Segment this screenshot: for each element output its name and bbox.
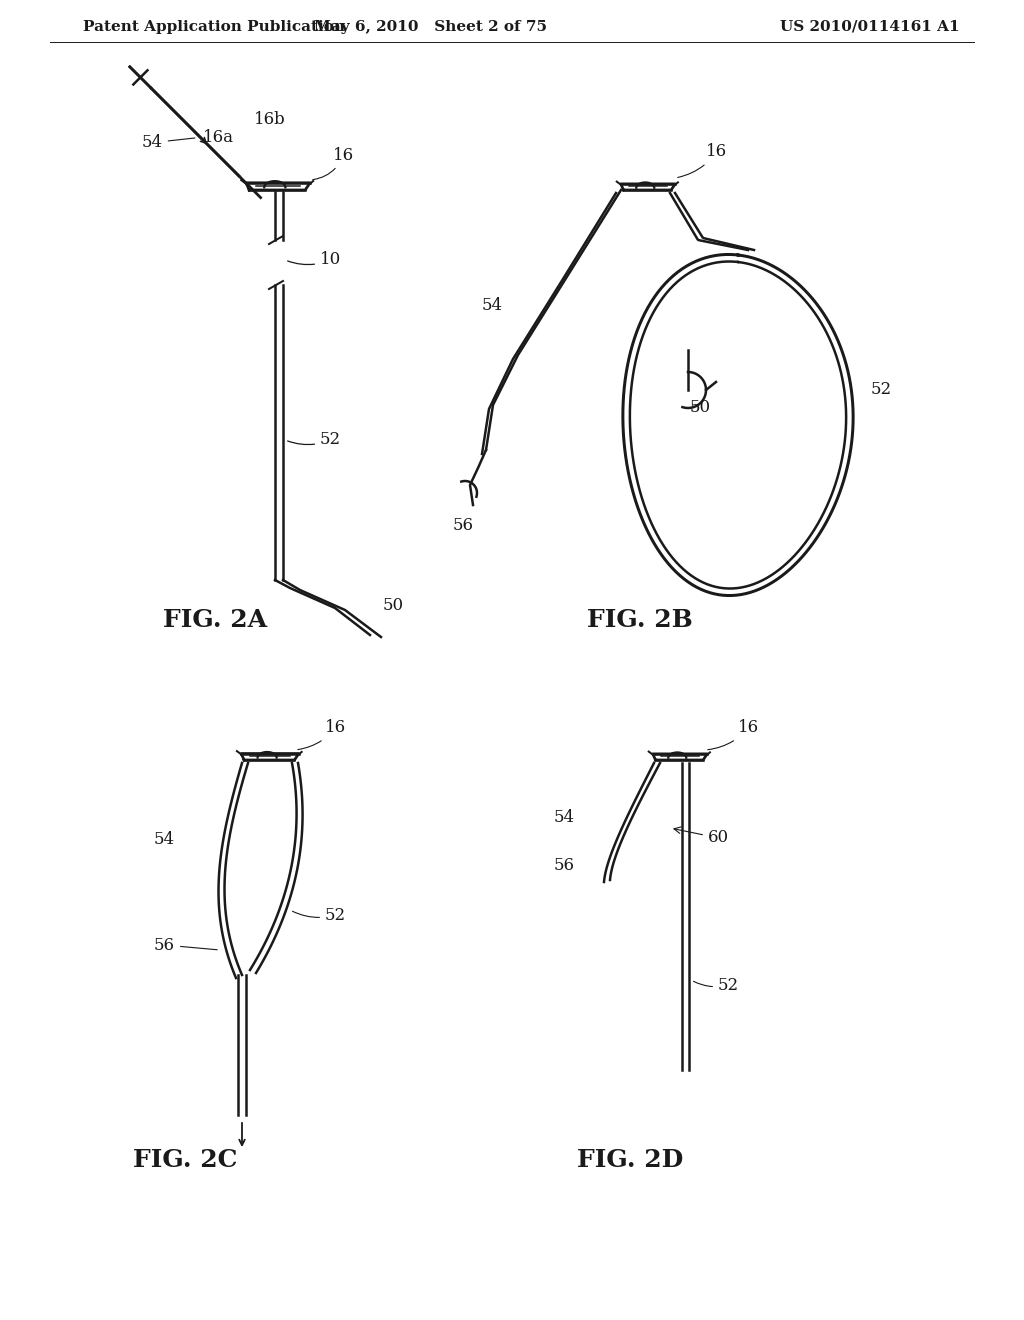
Text: 56: 56 — [554, 857, 575, 874]
Text: FIG. 2A: FIG. 2A — [163, 609, 267, 632]
Text: Patent Application Publication: Patent Application Publication — [83, 20, 345, 34]
Text: 16: 16 — [298, 719, 346, 750]
Text: 54: 54 — [554, 809, 575, 826]
Text: 60: 60 — [674, 826, 729, 846]
Text: FIG. 2B: FIG. 2B — [587, 609, 693, 632]
Text: 52: 52 — [693, 977, 739, 994]
Text: 54: 54 — [482, 297, 503, 314]
Text: 16b: 16b — [254, 111, 286, 128]
Text: 10: 10 — [288, 252, 341, 268]
Text: US 2010/0114161 A1: US 2010/0114161 A1 — [780, 20, 959, 34]
Text: 16: 16 — [312, 147, 354, 180]
Text: FIG. 2C: FIG. 2C — [133, 1148, 238, 1172]
Text: 50: 50 — [383, 597, 404, 614]
Text: 52: 52 — [871, 381, 892, 399]
Text: 16: 16 — [708, 719, 759, 750]
Text: 52: 52 — [293, 907, 346, 924]
Text: 54: 54 — [154, 832, 175, 849]
Text: 56: 56 — [154, 936, 217, 953]
Text: 50: 50 — [689, 400, 711, 417]
Text: 52: 52 — [288, 432, 341, 449]
Text: 16: 16 — [678, 144, 727, 177]
Text: FIG. 2D: FIG. 2D — [577, 1148, 683, 1172]
Text: 54: 54 — [141, 135, 195, 152]
Text: May 6, 2010   Sheet 2 of 75: May 6, 2010 Sheet 2 of 75 — [313, 20, 547, 34]
Text: 56: 56 — [453, 516, 473, 533]
Text: 16a: 16a — [203, 129, 234, 147]
